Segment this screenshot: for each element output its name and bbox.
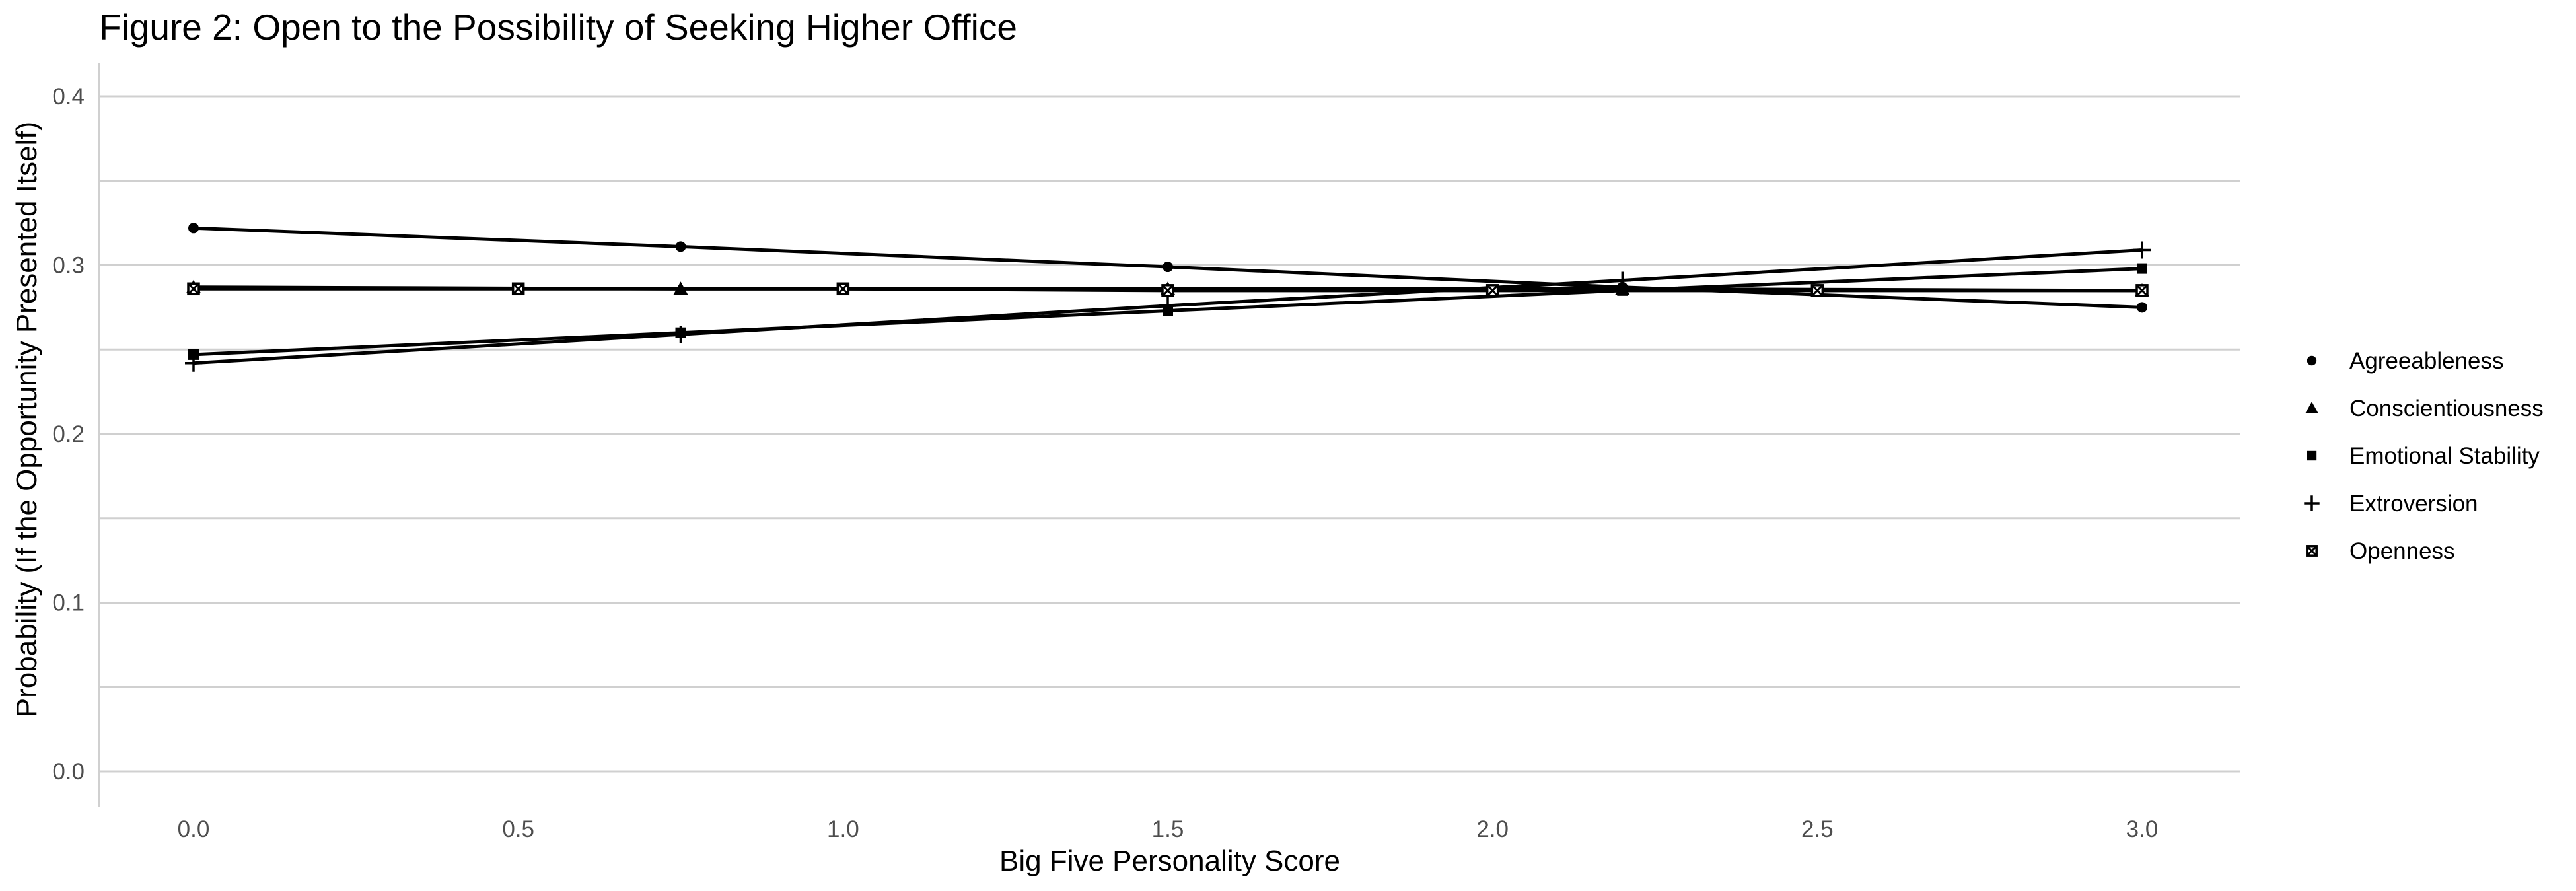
legend-key (2306, 545, 2318, 557)
y-axis-ticks: 0.0 0.1 0.2 0.3 0.4 (52, 84, 85, 785)
data-point (1810, 284, 1824, 297)
legend-label: Extroversion (2349, 491, 2478, 517)
x-tick-label: 2.0 (1476, 816, 1509, 842)
x-tick-label: 0.5 (502, 816, 534, 842)
data-point (1159, 297, 1176, 314)
legend-key (2307, 355, 2317, 366)
data-point (2137, 263, 2147, 274)
data-point (2135, 284, 2149, 297)
legend-item: Conscientiousness (2305, 396, 2544, 421)
x-tick-label: 3.0 (2126, 816, 2159, 842)
data-point (1614, 271, 1631, 289)
legend: Agreeableness Conscientiousness Emotional … (2304, 348, 2544, 564)
y-tick-label: 0.0 (52, 759, 85, 785)
legend-label: Conscientiousness (2349, 396, 2544, 421)
data-point (1163, 262, 1173, 273)
legend-key (2304, 495, 2320, 511)
y-tick-label: 0.4 (52, 84, 85, 110)
gridlines (99, 95, 2240, 773)
legend-item: Emotional Stability (2307, 443, 2540, 469)
data-point (511, 282, 525, 296)
data-point (2137, 302, 2147, 313)
series (185, 223, 2151, 372)
legend-label: Openness (2349, 538, 2455, 564)
legend-label: Emotional Stability (2349, 443, 2540, 469)
data-point (2133, 241, 2151, 259)
y-tick-label: 0.3 (52, 253, 85, 279)
legend-item: Extroversion (2304, 491, 2478, 517)
x-tick-label: 0.0 (178, 816, 210, 842)
data-point (1161, 284, 1174, 297)
x-tick-label: 1.5 (1152, 816, 1184, 842)
y-tick-label: 0.2 (52, 421, 85, 447)
y-tick-label: 0.1 (52, 590, 85, 616)
legend-item: Agreeableness (2307, 348, 2504, 374)
data-point (185, 354, 202, 372)
data-point (1485, 284, 1499, 297)
y-axis-title: Probability (If the Opportunity Presente… (11, 122, 43, 717)
x-axis-ticks: 0.0 0.5 1.0 1.5 2.0 2.5 3.0 (178, 816, 2159, 842)
chart-title: Figure 2: Open to the Possibility of See… (99, 7, 1017, 48)
x-axis-title: Big Five Personality Score (999, 845, 1340, 877)
legend-key (2307, 450, 2317, 461)
legend-label: Agreeableness (2349, 348, 2504, 374)
data-point (672, 326, 690, 343)
legend-key (2305, 402, 2318, 413)
series-openness (187, 282, 2149, 297)
legend-item: Openness (2306, 538, 2455, 564)
data-point (188, 223, 199, 234)
x-tick-label: 1.0 (827, 816, 859, 842)
data-point (187, 282, 200, 296)
data-point (836, 282, 850, 296)
data-point (675, 241, 686, 252)
series-extroversion (185, 241, 2151, 372)
x-tick-label: 2.5 (1801, 816, 1834, 842)
